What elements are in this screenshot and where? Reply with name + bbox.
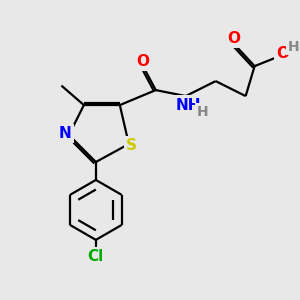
- Text: NH: NH: [176, 98, 202, 112]
- Text: O: O: [227, 31, 240, 46]
- Text: H: H: [196, 105, 208, 119]
- Text: Cl: Cl: [88, 249, 104, 264]
- Text: S: S: [126, 138, 137, 153]
- Text: H: H: [288, 40, 299, 54]
- Text: O: O: [276, 46, 289, 61]
- Text: O: O: [137, 53, 150, 68]
- Text: N: N: [59, 126, 72, 141]
